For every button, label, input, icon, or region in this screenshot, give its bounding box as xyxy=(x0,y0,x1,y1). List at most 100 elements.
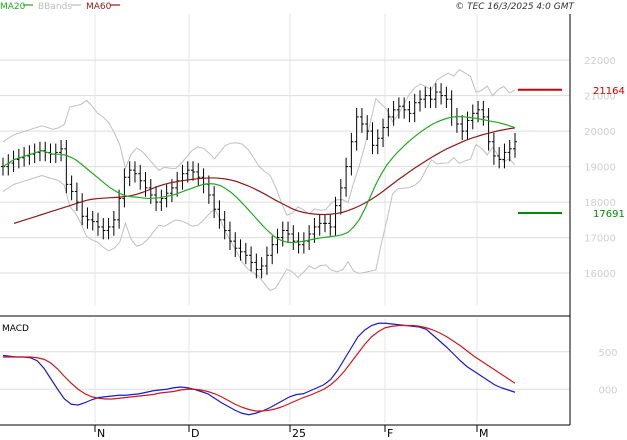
price-ytick-label: 20000 xyxy=(584,127,616,138)
copyright-text: © TEC 16/3/2025 4:0 GMT xyxy=(455,2,575,12)
price-bar xyxy=(344,157,349,197)
price-grid xyxy=(0,14,570,305)
price-bar xyxy=(132,161,137,183)
price-bar xyxy=(507,139,512,162)
price-bar xyxy=(148,179,153,204)
price-bar xyxy=(59,139,64,162)
x-tick-label: 25 xyxy=(292,427,306,440)
price-bar xyxy=(439,83,444,105)
price-ytick-label: 21000 xyxy=(584,92,616,103)
macd-ytick-label: 500 xyxy=(598,348,617,359)
price-bar xyxy=(127,161,132,187)
price-bar xyxy=(185,161,190,183)
price-bar xyxy=(138,164,143,190)
price-bar xyxy=(354,108,359,151)
price-bar xyxy=(460,115,465,140)
macd-line xyxy=(2,322,516,416)
price-bar xyxy=(206,175,211,204)
price-bar xyxy=(301,232,306,254)
price-bar xyxy=(238,239,243,261)
legend-ma60-label: MA60 xyxy=(86,2,112,12)
price-bar xyxy=(365,115,370,140)
price-panel: 16000 17000 18000 19000 20000 21000 22000 2116… xyxy=(0,14,625,305)
price-bar xyxy=(259,257,264,279)
price-ytick-label: 16000 xyxy=(584,269,616,280)
price-bar xyxy=(338,179,343,215)
price-bar xyxy=(502,143,507,169)
price-bar xyxy=(80,193,85,226)
price-bar xyxy=(396,97,401,119)
price-bar xyxy=(454,108,459,133)
bband-upper-line xyxy=(2,69,516,216)
price-bar xyxy=(212,186,217,219)
price-bar xyxy=(275,228,280,254)
price-bar xyxy=(370,122,375,155)
price-bar xyxy=(249,246,254,272)
macd-panel: MACD 000 500 xyxy=(0,315,618,423)
price-bar xyxy=(222,210,227,240)
price-bar xyxy=(291,225,296,250)
price-bar xyxy=(106,218,111,240)
header-legend: MA20 BBands MA60 © TEC 16/3/2025 4:0 GMT xyxy=(0,2,576,12)
price-bar xyxy=(69,175,74,201)
price-bar xyxy=(497,147,502,169)
macd-signal-line xyxy=(3,324,516,412)
ma60-line xyxy=(13,127,516,224)
price-bar xyxy=(391,100,396,126)
price-bar xyxy=(465,111,470,140)
price-bar xyxy=(96,212,101,236)
macd-yaxis: 000 500 xyxy=(598,348,617,397)
price-level-label: 17691 xyxy=(593,209,625,220)
price-bar xyxy=(359,108,364,133)
price-bar xyxy=(227,221,232,250)
price-bars xyxy=(1,83,517,279)
price-bar xyxy=(286,221,291,243)
price-bar xyxy=(122,168,127,208)
price-bar xyxy=(111,210,116,236)
price-ytick-label: 22000 xyxy=(584,56,616,67)
price-bar xyxy=(90,210,95,231)
price-bar xyxy=(191,161,196,181)
price-bar xyxy=(117,189,122,229)
x-axis: N D 25 F M xyxy=(94,425,489,440)
price-bar xyxy=(101,218,106,240)
price-bar xyxy=(402,97,407,119)
bband-lower-line xyxy=(2,143,516,292)
price-bar xyxy=(159,189,164,211)
price-bar xyxy=(53,143,58,164)
price-bar xyxy=(143,171,148,197)
price-bar xyxy=(85,207,90,229)
legend-bbands-label: BBands xyxy=(38,2,72,12)
price-ytick-label: 19000 xyxy=(584,163,616,174)
macd-ytick-label: 000 xyxy=(598,385,617,396)
price-bar xyxy=(381,118,386,148)
price-bar xyxy=(333,196,338,236)
price-yaxis: 16000 17000 18000 19000 20000 21000 22000 xyxy=(584,56,616,280)
macd-grid xyxy=(0,318,570,423)
price-levels: 21164 17691 xyxy=(518,86,625,220)
price-bar xyxy=(64,139,69,194)
price-level-label: 21164 xyxy=(593,86,625,97)
price-bar xyxy=(296,232,301,254)
price-bar xyxy=(349,132,354,176)
price-bar xyxy=(386,108,391,137)
price-bar xyxy=(254,253,259,279)
price-bar xyxy=(74,182,79,211)
price-bar xyxy=(328,214,333,236)
x-tick-label: D xyxy=(191,427,199,440)
price-bar xyxy=(412,93,417,123)
price-bar xyxy=(264,246,269,275)
price-bar xyxy=(423,86,428,109)
price-bar xyxy=(196,163,201,187)
price-bar xyxy=(486,108,491,151)
price-bar xyxy=(270,235,275,265)
legend-ma20-label: MA20 xyxy=(0,2,26,12)
x-tick-label: F xyxy=(387,427,393,440)
price-ytick-label: 18000 xyxy=(584,198,616,209)
price-bar xyxy=(407,100,412,123)
price-bar xyxy=(280,221,285,247)
price-ytick-label: 17000 xyxy=(584,234,616,245)
price-bar xyxy=(243,242,248,265)
price-bar xyxy=(180,164,185,190)
price-bar xyxy=(470,104,475,130)
